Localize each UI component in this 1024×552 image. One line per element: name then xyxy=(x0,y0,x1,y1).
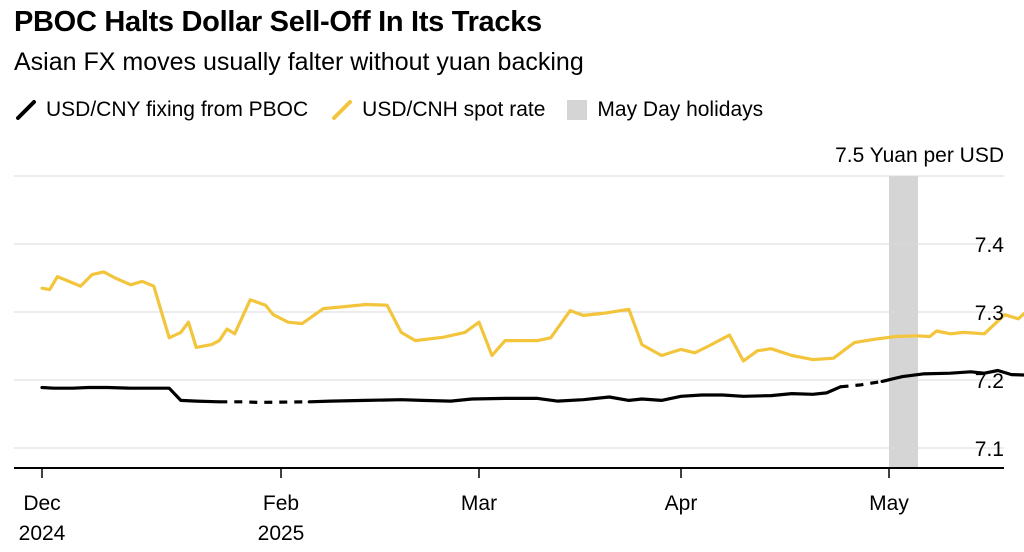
x-tick-label-month: Feb xyxy=(263,492,299,515)
legend-label-holiday: May Day holidays xyxy=(597,98,764,121)
y-axis-labels: 7.5 Yuan per USD 7.1 7.2 7.3 7.4 xyxy=(835,144,1004,461)
legend-swatch-holiday xyxy=(567,100,588,120)
chart-title: PBOC Halts Dollar Sell-Off In Its Tracks xyxy=(14,6,542,38)
legend-label-fixing: USD/CNY fixing from PBOC xyxy=(46,98,309,121)
legend-item-holiday: May Day holidays xyxy=(567,98,763,122)
series-fixing-line xyxy=(880,368,1024,383)
gridlines xyxy=(14,175,1004,449)
holiday-shade-band xyxy=(889,176,918,468)
series-fixing-dashed xyxy=(840,379,883,389)
y-tick-label: 7.2 xyxy=(975,370,1004,393)
series-fixing-dashed xyxy=(219,400,310,405)
y-tick-label: 7.4 xyxy=(975,234,1005,257)
series-fixing-line xyxy=(307,385,843,404)
holiday-shading-layer xyxy=(889,176,918,468)
y-tick-label-top: 7.5 Yuan per USD xyxy=(835,144,1004,167)
x-tick-label-month: Apr xyxy=(665,492,698,515)
x-axis: Dec 2024 Feb 2025 Mar Apr May xyxy=(14,467,1004,545)
series-fixing-line xyxy=(40,385,221,404)
x-tick-label-year: 2025 xyxy=(258,522,305,545)
legend-label-spot: USD/CNH spot rate xyxy=(362,98,546,121)
y-tick-label: 7.1 xyxy=(975,438,1004,461)
series-spot-line xyxy=(40,270,1024,363)
series-lines xyxy=(40,270,1024,405)
legend-swatch-fixing xyxy=(16,100,36,120)
x-tick-label-year: 2024 xyxy=(19,522,66,545)
legend: USD/CNY fixing from PBOC USD/CNH spot ra… xyxy=(14,98,785,122)
x-tick-label-month: May xyxy=(869,492,909,515)
chart-subtitle: Asian FX moves usually falter without yu… xyxy=(14,48,584,76)
x-tick-label-month: Mar xyxy=(461,492,497,515)
legend-item-fixing: USD/CNY fixing from PBOC xyxy=(14,98,308,122)
legend-swatch-spot xyxy=(332,100,353,120)
x-tick-label-month: Dec xyxy=(23,492,60,515)
legend-item-spot: USD/CNH spot rate xyxy=(330,98,545,122)
y-tick-label: 7.3 xyxy=(975,302,1004,325)
